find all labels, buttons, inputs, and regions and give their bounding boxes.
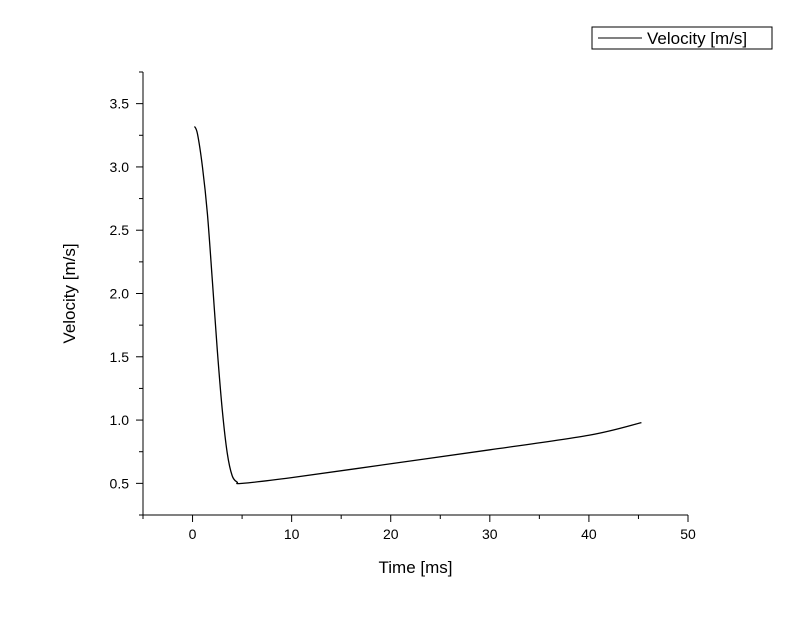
y-tick-label: 3.0 bbox=[110, 159, 130, 175]
y-tick-label: 3.5 bbox=[110, 96, 130, 112]
legend-label: Velocity [m/s] bbox=[647, 29, 747, 48]
y-tick-label: 1.5 bbox=[110, 349, 130, 365]
x-axis-title: Time [ms] bbox=[379, 558, 453, 577]
x-tick-label: 20 bbox=[383, 526, 399, 542]
y-tick-label: 1.0 bbox=[110, 412, 130, 428]
x-tick-label: 10 bbox=[284, 526, 300, 542]
series-layer bbox=[193, 126, 642, 485]
y-tick-label: 2.0 bbox=[110, 286, 130, 302]
chart-axes: 0 10 20 30 40 50 0.5 1.0 1.5 2.0 2.5 3.0 3.5 bbox=[110, 71, 696, 542]
x-tick-label: 30 bbox=[482, 526, 498, 542]
x-tick-label: 50 bbox=[680, 526, 696, 542]
y-axis-title: Velocity [m/s] bbox=[60, 243, 79, 343]
x-tick-label: 0 bbox=[189, 526, 197, 542]
legend: Velocity [m/s] bbox=[591, 26, 773, 50]
y-tick-label: 0.5 bbox=[110, 475, 130, 491]
x-tick-label: 40 bbox=[581, 526, 597, 542]
legend-box bbox=[591, 26, 773, 50]
series-line-velocity bbox=[193, 126, 642, 485]
y-tick-label: 2.5 bbox=[110, 222, 130, 238]
